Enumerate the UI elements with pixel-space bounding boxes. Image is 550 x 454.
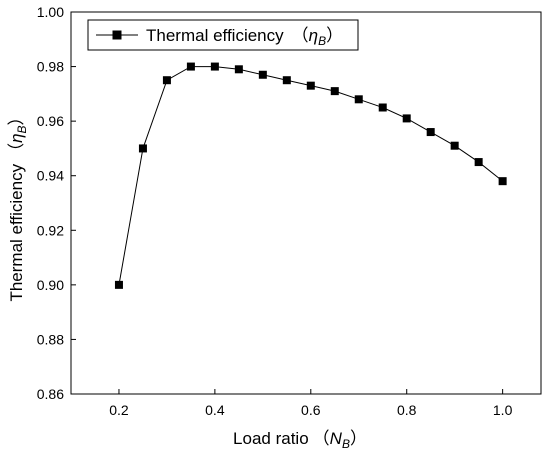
legend: Thermal efficiency （ηB）: [87, 19, 359, 51]
data-point: [402, 114, 411, 123]
x-axis-symbol: N: [330, 429, 343, 448]
data-point: [330, 87, 339, 96]
x-axis-label: Load ratio: [233, 429, 309, 448]
axis-ticks: 0.2 0.4 0.6 0.8 1.0 0.86 0.88 0.90 0.92 0.94 0.96 0…: [37, 4, 513, 418]
x-tick-label: 0.4: [205, 402, 225, 418]
legend-symbol-sub: B: [318, 34, 326, 48]
data-point: [234, 65, 243, 74]
y-tick-label: 1.00: [37, 4, 64, 20]
data-point: [474, 158, 483, 167]
data-point: [186, 62, 195, 71]
series-line: [118, 66, 503, 285]
y-tick-label: 0.86: [37, 386, 64, 402]
plot-frame: [70, 11, 542, 395]
data-point: [210, 62, 219, 71]
y-tick-label: 0.96: [37, 113, 64, 129]
data-point: [138, 144, 147, 153]
series-group: [114, 62, 507, 289]
y-axis-title: Thermal efficiency（ηB）: [7, 108, 29, 301]
x-tick-label: 1.0: [493, 402, 513, 418]
x-axis-symbol-sub: B: [342, 437, 350, 451]
y-axis-symbol: η: [7, 133, 26, 142]
data-point: [162, 76, 171, 85]
legend-label: Thermal efficiency （ηB）: [146, 26, 343, 48]
legend-symbol: η: [309, 26, 318, 45]
legend-series-name: Thermal efficiency: [146, 26, 284, 45]
data-point: [258, 70, 267, 79]
data-point: [498, 177, 507, 186]
data-point: [114, 280, 123, 289]
data-point: [354, 95, 363, 104]
y-tick-label: 0.94: [37, 168, 64, 184]
y-tick-label: 0.88: [37, 331, 64, 347]
data-point: [450, 141, 459, 150]
x-tick-label: 0.2: [109, 402, 129, 418]
y-axis-symbol-sub: B: [15, 125, 29, 133]
y-tick-label: 0.92: [37, 222, 64, 238]
data-point: [426, 128, 435, 137]
x-axis-title: Load ratio （NB）: [233, 429, 367, 451]
y-axis-label: Thermal efficiency: [7, 163, 26, 301]
data-point: [378, 103, 387, 112]
x-tick-label: 0.8: [397, 402, 417, 418]
x-tick-label: 0.6: [301, 402, 321, 418]
legend-marker-sample: [112, 30, 122, 40]
data-point: [282, 76, 291, 85]
y-tick-label: 0.98: [37, 59, 64, 75]
y-tick-label: 0.90: [37, 277, 64, 293]
data-point: [306, 81, 315, 90]
